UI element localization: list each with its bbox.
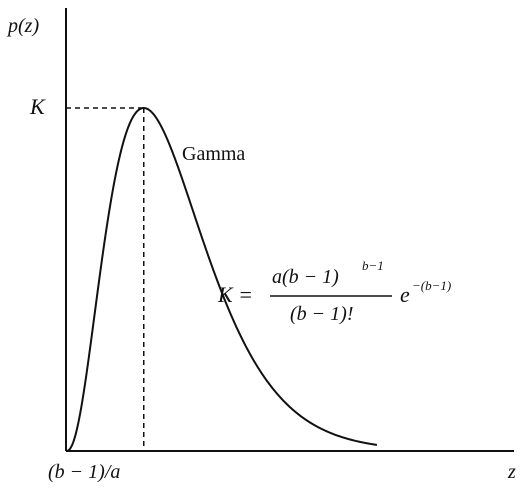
- formula-numerator-base: a(b − 1): [272, 266, 339, 288]
- formula-exp-exponent: −(b−1): [412, 278, 451, 293]
- k-formula: K = a(b − 1) b−1 (b − 1)! e −(b−1): [217, 258, 451, 325]
- series-label-gamma: Gamma: [182, 143, 245, 165]
- x-axis-label: z: [507, 461, 516, 483]
- y-axis-label: p(z): [6, 15, 39, 37]
- formula-numerator-exponent: b−1: [362, 258, 384, 273]
- peak-x-label: (b − 1)/a: [48, 461, 120, 483]
- formula-lhs: K =: [217, 282, 253, 307]
- formula-denominator: (b − 1)!: [290, 303, 353, 325]
- gamma-curve: [65, 106, 378, 452]
- peak-y-label: K: [29, 94, 46, 119]
- formula-exp-base: e: [400, 282, 410, 307]
